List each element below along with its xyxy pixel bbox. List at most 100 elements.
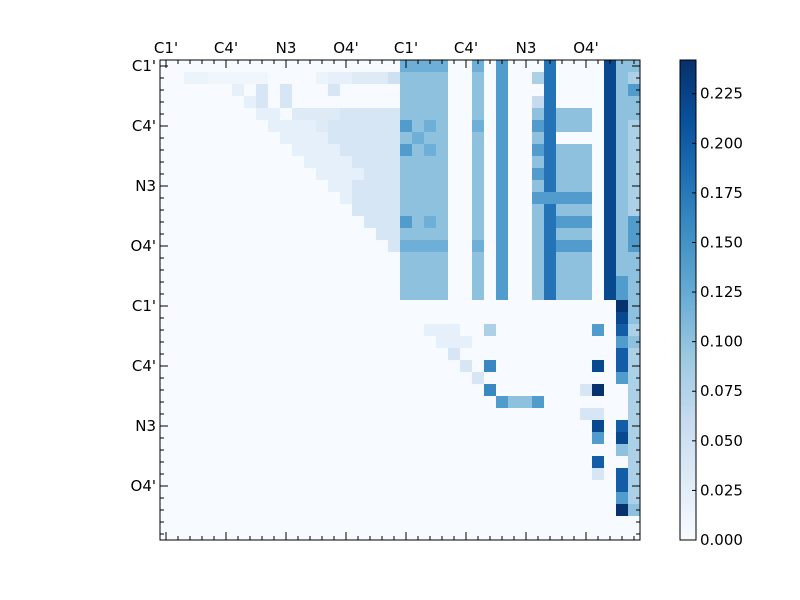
heatmap-cell bbox=[484, 60, 497, 73]
heatmap-cell bbox=[532, 312, 545, 325]
heatmap-cell bbox=[604, 60, 617, 73]
heatmap-cell bbox=[436, 156, 449, 169]
heatmap-cell bbox=[472, 84, 485, 97]
heatmap-cell bbox=[244, 444, 257, 457]
heatmap-cell bbox=[196, 528, 209, 541]
heatmap-cell bbox=[436, 456, 449, 469]
heatmap-cell bbox=[388, 348, 401, 361]
heatmap-cell bbox=[556, 192, 569, 205]
heatmap-cell bbox=[208, 60, 221, 73]
heatmap-cell bbox=[604, 288, 617, 301]
heatmap-cell bbox=[556, 408, 569, 421]
heatmap-cell bbox=[184, 240, 197, 253]
heatmap-cell bbox=[268, 288, 281, 301]
heatmap-cell bbox=[316, 156, 329, 169]
heatmap-cell bbox=[544, 384, 557, 397]
heatmap-cell bbox=[520, 96, 533, 109]
heatmap-cell bbox=[172, 468, 185, 481]
heatmap-cell bbox=[520, 480, 533, 493]
heatmap-cell bbox=[292, 360, 305, 373]
heatmap-cell bbox=[364, 228, 377, 241]
heatmap-cell bbox=[232, 480, 245, 493]
heatmap-cell bbox=[484, 492, 497, 505]
heatmap-cell bbox=[172, 444, 185, 457]
heatmap-cell bbox=[280, 192, 293, 205]
heatmap-cell bbox=[388, 60, 401, 73]
heatmap-cell bbox=[364, 336, 377, 349]
heatmap-cell bbox=[196, 240, 209, 253]
heatmap-cell bbox=[376, 168, 389, 181]
heatmap-cell bbox=[172, 504, 185, 517]
heatmap-cell bbox=[244, 204, 257, 217]
heatmap-cell bbox=[436, 120, 449, 133]
heatmap-cell bbox=[328, 180, 341, 193]
heatmap-cell bbox=[244, 312, 257, 325]
heatmap-cell bbox=[556, 492, 569, 505]
heatmap-cell bbox=[436, 132, 449, 145]
heatmap-cell bbox=[160, 288, 173, 301]
heatmap-cell bbox=[556, 456, 569, 469]
heatmap-cell bbox=[592, 204, 605, 217]
heatmap-cell bbox=[604, 240, 617, 253]
heatmap-cell bbox=[232, 228, 245, 241]
heatmap-cell bbox=[400, 480, 413, 493]
heatmap-cell bbox=[160, 132, 173, 145]
heatmap-cell bbox=[268, 108, 281, 121]
heatmap-cell bbox=[220, 396, 233, 409]
heatmap-cell bbox=[376, 360, 389, 373]
heatmap-cell bbox=[160, 492, 173, 505]
heatmap-cell bbox=[496, 516, 509, 529]
heatmap-cell bbox=[508, 408, 521, 421]
heatmap-cell bbox=[412, 72, 425, 85]
heatmap-cell bbox=[388, 504, 401, 517]
heatmap-cell bbox=[604, 348, 617, 361]
heatmap-cell bbox=[256, 420, 269, 433]
heatmap-cell bbox=[520, 192, 533, 205]
heatmap-cell bbox=[628, 228, 641, 241]
heatmap-cell bbox=[316, 504, 329, 517]
heatmap-cell bbox=[616, 168, 629, 181]
heatmap-cell bbox=[544, 396, 557, 409]
heatmap-cell bbox=[412, 384, 425, 397]
heatmap-cell bbox=[580, 120, 593, 133]
heatmap-cell bbox=[304, 252, 317, 265]
heatmap-cell bbox=[172, 384, 185, 397]
heatmap-cell bbox=[328, 264, 341, 277]
heatmap-cell bbox=[352, 108, 365, 121]
heatmap-cell bbox=[352, 132, 365, 145]
heatmap-cell bbox=[184, 324, 197, 337]
heatmap-cell bbox=[316, 372, 329, 385]
heatmap-cell bbox=[304, 180, 317, 193]
heatmap-cell bbox=[568, 492, 581, 505]
heatmap-cell bbox=[400, 300, 413, 313]
heatmap-cell bbox=[424, 60, 437, 73]
heatmap-cell bbox=[472, 432, 485, 445]
heatmap-cell bbox=[424, 168, 437, 181]
heatmap-cell bbox=[436, 300, 449, 313]
heatmap-cell bbox=[604, 252, 617, 265]
heatmap-cell bbox=[484, 204, 497, 217]
heatmap-cell bbox=[544, 192, 557, 205]
y-tick-label: O4' bbox=[131, 477, 156, 495]
heatmap-cell bbox=[496, 276, 509, 289]
heatmap-cell bbox=[604, 456, 617, 469]
heatmap-cell bbox=[412, 528, 425, 541]
heatmap-cell bbox=[208, 324, 221, 337]
heatmap-cell bbox=[208, 504, 221, 517]
heatmap-cell bbox=[340, 384, 353, 397]
heatmap-cell bbox=[448, 492, 461, 505]
heatmap-cell bbox=[604, 144, 617, 157]
heatmap-cell bbox=[472, 300, 485, 313]
heatmap-cell bbox=[604, 72, 617, 85]
heatmap-cell bbox=[412, 300, 425, 313]
heatmap-cell bbox=[376, 516, 389, 529]
heatmap-cell bbox=[436, 228, 449, 241]
heatmap-cell bbox=[460, 264, 473, 277]
heatmap-cell bbox=[220, 420, 233, 433]
heatmap-cell bbox=[628, 288, 641, 301]
heatmap-cell bbox=[616, 492, 629, 505]
heatmap-cell bbox=[400, 156, 413, 169]
heatmap-cell bbox=[460, 300, 473, 313]
heatmap-cell bbox=[412, 360, 425, 373]
heatmap-cell bbox=[388, 240, 401, 253]
